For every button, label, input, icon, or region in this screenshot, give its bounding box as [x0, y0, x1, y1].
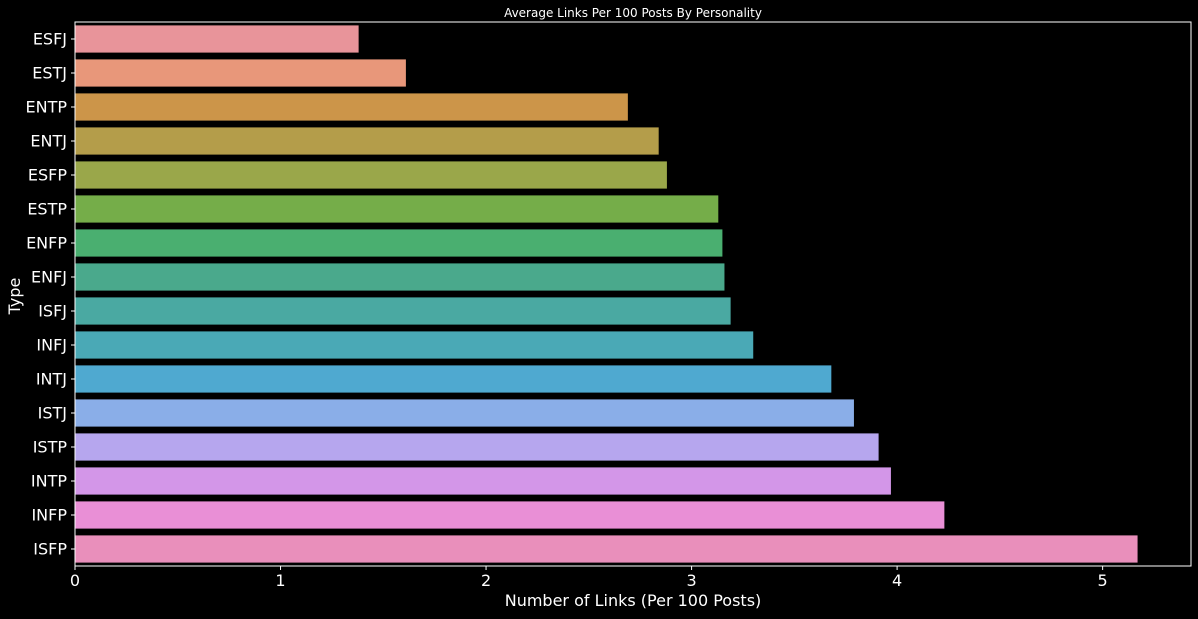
y-tick-label: ESTJ	[32, 64, 67, 83]
bar-infp	[75, 501, 945, 529]
y-tick-label: ENTP	[26, 98, 68, 117]
chart-title: Average Links Per 100 Posts By Personali…	[504, 6, 762, 20]
bar-esfp	[75, 161, 667, 189]
bar-entp	[75, 93, 628, 121]
y-axis-label: Type	[5, 278, 24, 316]
plot-frame	[74, 21, 1192, 567]
y-tick-label: INFP	[31, 506, 67, 525]
bar-isfp	[75, 535, 1138, 563]
bar-enfj	[75, 263, 725, 291]
y-tick-label: INTJ	[36, 370, 67, 389]
bar-estj	[75, 59, 406, 87]
bar-intj	[75, 365, 832, 393]
x-tick-label: 5	[1098, 571, 1108, 590]
y-tick-label: ESTP	[27, 200, 67, 219]
bar-intp	[75, 467, 891, 495]
bar-isfj	[75, 297, 731, 325]
x-tick-label: 0	[70, 571, 80, 590]
x-tick-label: 3	[686, 571, 696, 590]
bar-entj	[75, 127, 659, 155]
y-tick-label: ISFP	[33, 540, 67, 559]
x-tick-label: 1	[275, 571, 285, 590]
y-tick-label: ISTP	[33, 438, 68, 457]
y-tick-label: ENFJ	[31, 268, 67, 287]
y-tick-label: INFJ	[36, 336, 67, 355]
y-axis-ticks: ESFJ ESTJ ENTP ENTJ ESFP ESTP ENFP ENFJ ISFJ INFJ…	[26, 30, 75, 559]
x-tick-label: 2	[481, 571, 491, 590]
bar-enfp	[75, 229, 723, 257]
bar-istp	[75, 433, 879, 461]
y-tick-label: INTP	[31, 472, 67, 491]
x-tick-label: 4	[892, 571, 902, 590]
y-tick-label: ISTJ	[38, 404, 67, 423]
bar-estp	[75, 195, 719, 223]
y-tick-label: ESFP	[28, 166, 67, 185]
bars-group	[75, 25, 1138, 563]
y-tick-label: ISFJ	[38, 302, 67, 321]
y-tick-label: ENTJ	[30, 132, 67, 151]
y-tick-label: ENFP	[26, 234, 67, 253]
x-axis-label: Number of Links (Per 100 Posts)	[505, 591, 762, 610]
bar-istj	[75, 399, 854, 427]
x-axis-ticks: 0 1 2 3 4 5	[70, 566, 1108, 590]
bar-infj	[75, 331, 754, 359]
y-tick-label: ESFJ	[33, 30, 67, 49]
bar-esfj	[75, 25, 359, 53]
